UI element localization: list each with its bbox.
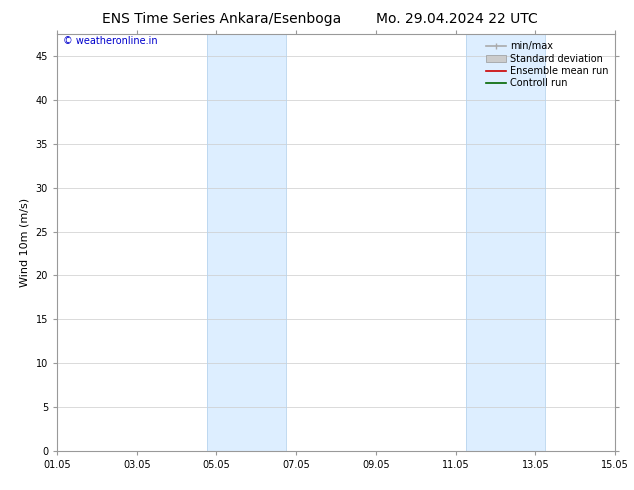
Text: ENS Time Series Ankara/Esenboga: ENS Time Series Ankara/Esenboga xyxy=(102,12,342,26)
Text: © weatheronline.in: © weatheronline.in xyxy=(63,36,157,47)
Bar xyxy=(207,34,286,451)
Text: Mo. 29.04.2024 22 UTC: Mo. 29.04.2024 22 UTC xyxy=(375,12,538,26)
Legend: min/max, Standard deviation, Ensemble mean run, Controll run: min/max, Standard deviation, Ensemble me… xyxy=(482,37,612,92)
Y-axis label: Wind 10m (m/s): Wind 10m (m/s) xyxy=(20,198,30,287)
Bar xyxy=(465,34,545,451)
